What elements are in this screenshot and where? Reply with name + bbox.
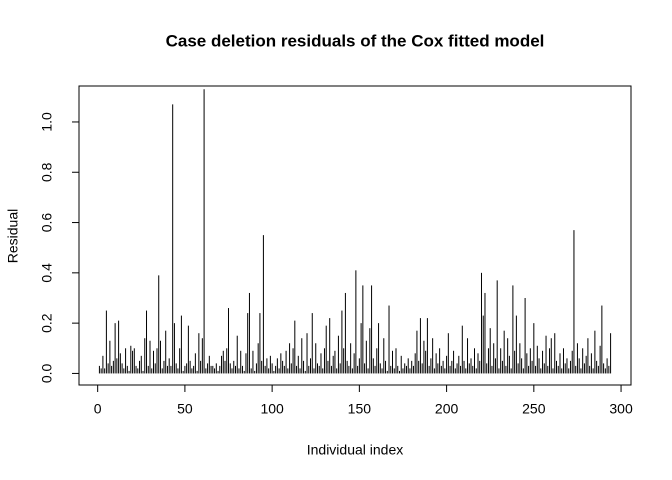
y-tick-label: 1.0 [39, 112, 55, 132]
y-tick-label: 0.8 [39, 162, 55, 182]
plot-box [78, 85, 632, 386]
x-tick-label: 100 [260, 401, 284, 417]
y-axis-label: Residual [5, 209, 21, 263]
y-tick-label: 0.2 [39, 313, 55, 333]
y-tick-label: 0.6 [39, 213, 55, 233]
chart-title: Case deletion residuals of the Cox fitte… [166, 31, 545, 50]
y-tick-label: 0.0 [39, 363, 55, 383]
x-tick-label: 0 [94, 401, 102, 417]
x-tick-label: 300 [609, 401, 633, 417]
x-axis-label: Individual index [307, 442, 404, 458]
x-tick-label: 150 [348, 401, 372, 417]
x-tick-label: 200 [435, 401, 459, 417]
x-tick-label: 250 [522, 401, 546, 417]
y-tick-label: 0.4 [39, 263, 55, 283]
x-tick-label: 50 [177, 401, 193, 417]
